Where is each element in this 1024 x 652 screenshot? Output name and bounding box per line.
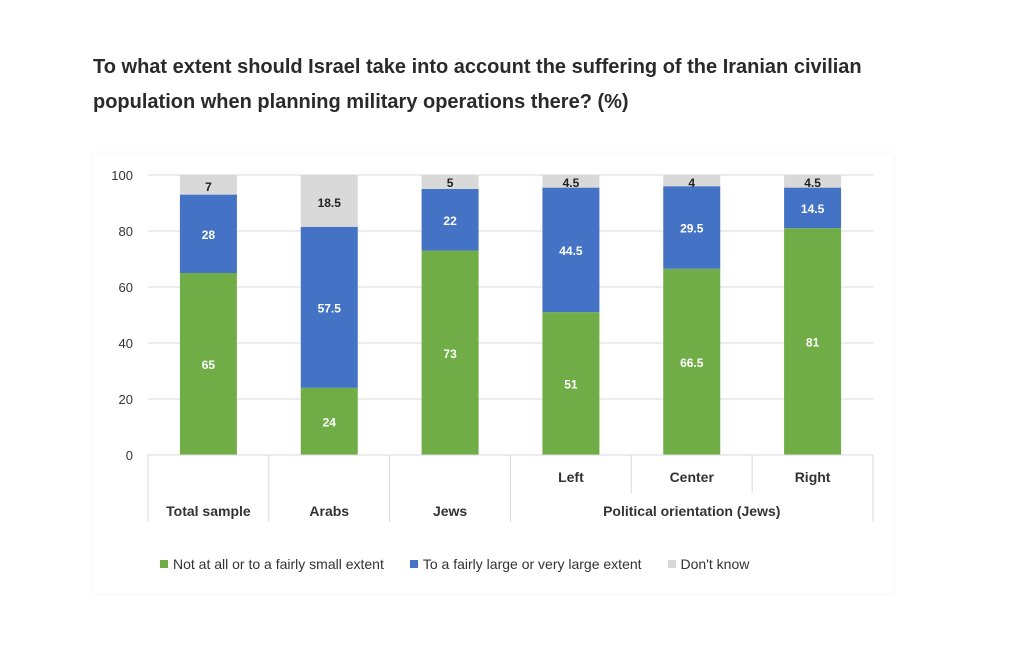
bar-segment bbox=[784, 228, 842, 455]
bar-segment bbox=[179, 273, 237, 455]
data-label: 81 bbox=[806, 336, 820, 350]
bar-segment bbox=[421, 189, 479, 251]
legend-item: Not at all or to a fairly small extent bbox=[160, 556, 384, 572]
data-label: 29.5 bbox=[680, 222, 704, 236]
legend-label: Not at all or to a fairly small extent bbox=[173, 556, 384, 572]
chart-legend: Not at all or to a fairly small extent To… bbox=[160, 556, 775, 572]
x-tick-label: Arabs bbox=[309, 503, 349, 519]
bar-segment bbox=[300, 175, 358, 227]
data-label: 14.5 bbox=[801, 202, 825, 216]
legend-swatch bbox=[160, 560, 168, 568]
bar-segment bbox=[784, 187, 842, 229]
data-label: 5 bbox=[447, 176, 454, 190]
x-tick-label: Left bbox=[558, 469, 584, 485]
bar-segment bbox=[663, 268, 721, 455]
data-label: 4 bbox=[688, 176, 695, 190]
bar-segment bbox=[663, 186, 721, 269]
chart-title: To what extent should Israel take into a… bbox=[93, 50, 953, 120]
y-tick-label: 40 bbox=[119, 336, 133, 351]
bar-segment bbox=[179, 175, 237, 195]
bar-segment bbox=[542, 312, 600, 455]
y-tick-label: 100 bbox=[111, 168, 133, 183]
y-tick-label: 80 bbox=[119, 224, 133, 239]
y-tick-label: 60 bbox=[119, 280, 133, 295]
bar-segment bbox=[300, 226, 358, 388]
x-tick-label: Jews bbox=[433, 503, 467, 519]
data-label: 4.5 bbox=[804, 176, 821, 190]
legend-swatch bbox=[667, 560, 676, 568]
bar-segment bbox=[542, 175, 600, 188]
data-label: 18.5 bbox=[318, 196, 342, 210]
bar-segment bbox=[542, 187, 600, 313]
legend-label: To a fairly large or very large extent bbox=[422, 556, 642, 572]
data-label: 24 bbox=[323, 415, 337, 429]
legend-item: To a fairly large or very large extent bbox=[409, 556, 642, 572]
bar-segment bbox=[300, 387, 358, 455]
data-label: 57.5 bbox=[318, 301, 342, 315]
data-label: 73 bbox=[443, 347, 457, 361]
data-label: 4.5 bbox=[563, 176, 580, 190]
chart-title-line-2: population when planning military operat… bbox=[93, 91, 629, 113]
data-label: 44.5 bbox=[559, 244, 583, 258]
legend-swatch bbox=[409, 560, 418, 568]
y-tick-label: 0 bbox=[126, 448, 133, 463]
data-label: 66.5 bbox=[680, 356, 704, 370]
x-tick-label: Right bbox=[795, 469, 831, 485]
data-label: 22 bbox=[443, 214, 457, 228]
data-label: 28 bbox=[202, 228, 216, 242]
bar-segment bbox=[421, 175, 479, 189]
legend-label: Don't know bbox=[680, 556, 750, 572]
x-group-label: Political orientation (Jews) bbox=[603, 503, 780, 519]
bar-segment bbox=[784, 175, 842, 188]
data-label: 7 bbox=[205, 180, 212, 194]
y-tick-label: 20 bbox=[119, 392, 133, 407]
chart-title-line-1: To what extent should Israel take into a… bbox=[93, 56, 862, 78]
x-tick-label: Center bbox=[670, 469, 715, 485]
x-tick-label: Total sample bbox=[166, 503, 251, 519]
bar-segment bbox=[663, 175, 721, 187]
legend-item: Don't know bbox=[667, 556, 750, 572]
bar-segment bbox=[179, 194, 237, 273]
data-label: 65 bbox=[202, 358, 216, 372]
data-label: 51 bbox=[564, 378, 578, 392]
bar-segment bbox=[421, 250, 479, 455]
